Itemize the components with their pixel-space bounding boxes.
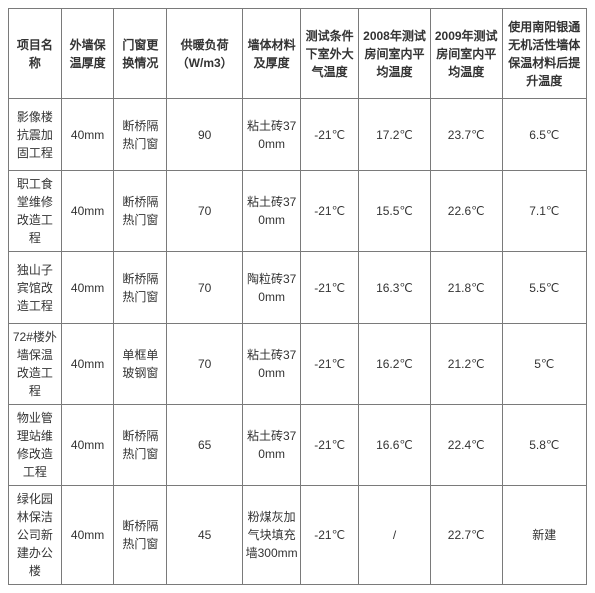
col-header: 测试条件下室外大气温度 xyxy=(301,9,359,99)
table-cell: 17.2℃ xyxy=(359,99,431,171)
table-cell: 21.8℃ xyxy=(430,252,502,324)
table-row: 影像楼抗震加固工程40mm断桥隔热门窗90粘土砖370mm-21℃17.2℃23… xyxy=(9,99,587,171)
table-cell: 40mm xyxy=(61,405,114,486)
table-cell: 断桥隔热门窗 xyxy=(114,171,167,252)
table-row: 独山子宾馆改造工程40mm断桥隔热门窗70陶粒砖370mm-21℃16.3℃21… xyxy=(9,252,587,324)
table-cell: -21℃ xyxy=(301,486,359,585)
table-cell: 绿化园林保洁公司新建办公楼 xyxy=(9,486,62,585)
table-cell: 21.2℃ xyxy=(430,324,502,405)
table-cell: 陶粒砖370mm xyxy=(243,252,301,324)
table-cell: 65 xyxy=(167,405,243,486)
table-cell: 职工食堂维修改造工程 xyxy=(9,171,62,252)
table-cell: 40mm xyxy=(61,486,114,585)
table-cell: 22.7℃ xyxy=(430,486,502,585)
table-cell: -21℃ xyxy=(301,171,359,252)
table-cell: -21℃ xyxy=(301,252,359,324)
col-header: 2009年测试房间室内平均温度 xyxy=(430,9,502,99)
table-cell: 16.3℃ xyxy=(359,252,431,324)
table-cell: 15.5℃ xyxy=(359,171,431,252)
table-cell: 新建 xyxy=(502,486,586,585)
table-cell: 22.6℃ xyxy=(430,171,502,252)
table-row: 绿化园林保洁公司新建办公楼40mm断桥隔热门窗45粉煤灰加气块填充墙300mm-… xyxy=(9,486,587,585)
table-cell: 23.7℃ xyxy=(430,99,502,171)
table-cell: 断桥隔热门窗 xyxy=(114,99,167,171)
table-cell: / xyxy=(359,486,431,585)
table-cell: 影像楼抗震加固工程 xyxy=(9,99,62,171)
col-header: 门窗更换情况 xyxy=(114,9,167,99)
table-cell: 5.5℃ xyxy=(502,252,586,324)
table-cell: 16.6℃ xyxy=(359,405,431,486)
col-header: 墙体材料及厚度 xyxy=(243,9,301,99)
table-cell: 40mm xyxy=(61,252,114,324)
table-body: 影像楼抗震加固工程40mm断桥隔热门窗90粘土砖370mm-21℃17.2℃23… xyxy=(9,99,587,585)
table-cell: 物业管理站维修改造工程 xyxy=(9,405,62,486)
table-row: 物业管理站维修改造工程40mm断桥隔热门窗65粘土砖370mm-21℃16.6℃… xyxy=(9,405,587,486)
table-cell: 粘土砖370mm xyxy=(243,99,301,171)
table-cell: 粘土砖370mm xyxy=(243,324,301,405)
col-header: 使用南阳银通无机活性墙体保温材料后提升温度 xyxy=(502,9,586,99)
table-cell: 独山子宾馆改造工程 xyxy=(9,252,62,324)
table-row: 72#楼外墙保温改造工程40mm单框单玻钢窗70粘土砖370mm-21℃16.2… xyxy=(9,324,587,405)
table-cell: 90 xyxy=(167,99,243,171)
table-cell: 单框单玻钢窗 xyxy=(114,324,167,405)
table-cell: 40mm xyxy=(61,324,114,405)
table-cell: 70 xyxy=(167,252,243,324)
insulation-data-table: 项目名称 外墙保温厚度 门窗更换情况 供暖负荷（W/m3） 墙体材料及厚度 测试… xyxy=(8,8,587,585)
col-header: 供暖负荷（W/m3） xyxy=(167,9,243,99)
table-cell: 5.8℃ xyxy=(502,405,586,486)
table-cell: 粘土砖370mm xyxy=(243,171,301,252)
table-cell: 粘土砖370mm xyxy=(243,405,301,486)
col-header: 外墙保温厚度 xyxy=(61,9,114,99)
table-row: 职工食堂维修改造工程40mm断桥隔热门窗70粘土砖370mm-21℃15.5℃2… xyxy=(9,171,587,252)
table-cell: 70 xyxy=(167,171,243,252)
table-cell: 粉煤灰加气块填充墙300mm xyxy=(243,486,301,585)
table-cell: 7.1℃ xyxy=(502,171,586,252)
table-cell: 16.2℃ xyxy=(359,324,431,405)
table-cell: 断桥隔热门窗 xyxy=(114,252,167,324)
table-cell: 5℃ xyxy=(502,324,586,405)
table-cell: 6.5℃ xyxy=(502,99,586,171)
table-cell: 断桥隔热门窗 xyxy=(114,486,167,585)
table-cell: 40mm xyxy=(61,171,114,252)
table-cell: -21℃ xyxy=(301,324,359,405)
table-cell: -21℃ xyxy=(301,405,359,486)
table-cell: 45 xyxy=(167,486,243,585)
col-header: 项目名称 xyxy=(9,9,62,99)
table-cell: 72#楼外墙保温改造工程 xyxy=(9,324,62,405)
table-cell: 40mm xyxy=(61,99,114,171)
table-cell: 断桥隔热门窗 xyxy=(114,405,167,486)
table-head: 项目名称 外墙保温厚度 门窗更换情况 供暖负荷（W/m3） 墙体材料及厚度 测试… xyxy=(9,9,587,99)
table-cell: 70 xyxy=(167,324,243,405)
table-header-row: 项目名称 外墙保温厚度 门窗更换情况 供暖负荷（W/m3） 墙体材料及厚度 测试… xyxy=(9,9,587,99)
table-cell: 22.4℃ xyxy=(430,405,502,486)
table-cell: -21℃ xyxy=(301,99,359,171)
col-header: 2008年测试房间室内平均温度 xyxy=(359,9,431,99)
